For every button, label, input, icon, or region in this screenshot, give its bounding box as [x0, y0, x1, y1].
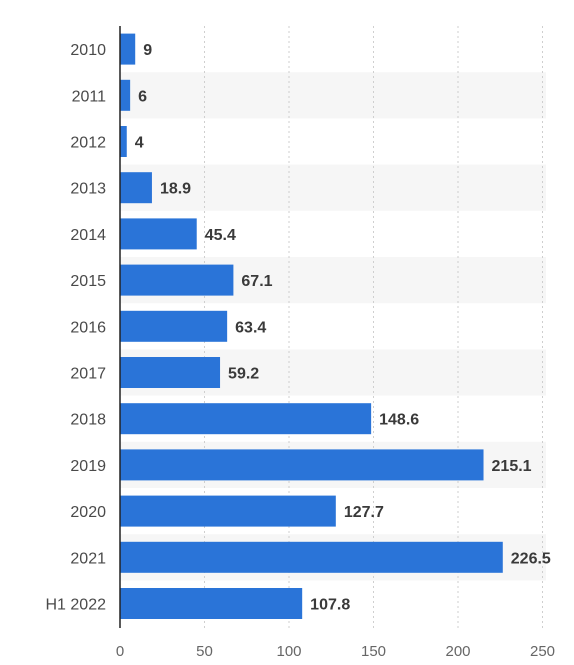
bar [120, 172, 152, 204]
bar [120, 33, 136, 65]
x-tick-label: 100 [276, 643, 301, 660]
x-tick-label: 0 [116, 643, 124, 660]
x-tick-label: 150 [361, 643, 386, 660]
bar-value-label: 67.1 [241, 273, 272, 290]
category-label: 2011 [72, 88, 107, 105]
row-band [120, 72, 546, 119]
bar-value-label: 9 [143, 42, 152, 59]
bar [120, 403, 372, 435]
bar [120, 79, 131, 111]
bar [120, 541, 503, 573]
category-labels-group: 2010 2011 2012 2013 2014 2015 2016 2017 2018 2019… [46, 42, 107, 613]
bars-group [120, 33, 503, 619]
category-label: 2020 [70, 504, 106, 521]
value-labels-group: 9 6 4 18.9 45.4 67.1 63.4 59.2 148.6 215.1 127.7 22… [135, 42, 551, 613]
category-label: 2013 [70, 181, 106, 198]
category-label: 2017 [70, 366, 106, 383]
bar [120, 310, 228, 342]
bar [120, 449, 484, 481]
bar [120, 264, 234, 296]
bar-value-label: 107.8 [310, 597, 350, 614]
row-band [120, 164, 546, 211]
x-tick-labels-group: 0 50 100 150 200 250 [116, 643, 555, 660]
category-label: 2015 [70, 273, 106, 290]
category-label: 2019 [70, 458, 106, 475]
category-label: 2018 [70, 412, 106, 429]
category-label: 2010 [70, 42, 106, 59]
grid-lines [204, 26, 543, 628]
bar-value-label: 148.6 [379, 412, 419, 429]
bar-value-label: 45.4 [205, 227, 236, 244]
bar [120, 495, 336, 527]
category-label: H1 2022 [46, 597, 107, 614]
category-label: 2021 [70, 550, 106, 567]
category-label: 2014 [70, 227, 106, 244]
bar-value-label: 6 [138, 88, 147, 105]
x-tick-label: 50 [196, 643, 213, 660]
bar-value-label: 215.1 [492, 458, 532, 475]
bar-value-label: 127.7 [344, 504, 384, 521]
bar-value-label: 59.2 [228, 366, 259, 383]
bar [120, 126, 127, 157]
bar-value-label: 226.5 [511, 550, 551, 567]
category-label: 2012 [70, 135, 106, 152]
bar [120, 588, 303, 619]
bar-value-label: 63.4 [235, 319, 266, 336]
x-tick-label: 250 [530, 643, 555, 660]
bar [120, 357, 221, 388]
bar-value-label: 18.9 [160, 181, 191, 198]
category-label: 2016 [70, 319, 106, 336]
bar [120, 218, 197, 250]
x-tick-label: 200 [445, 643, 470, 660]
bar-value-label: 4 [135, 135, 144, 152]
